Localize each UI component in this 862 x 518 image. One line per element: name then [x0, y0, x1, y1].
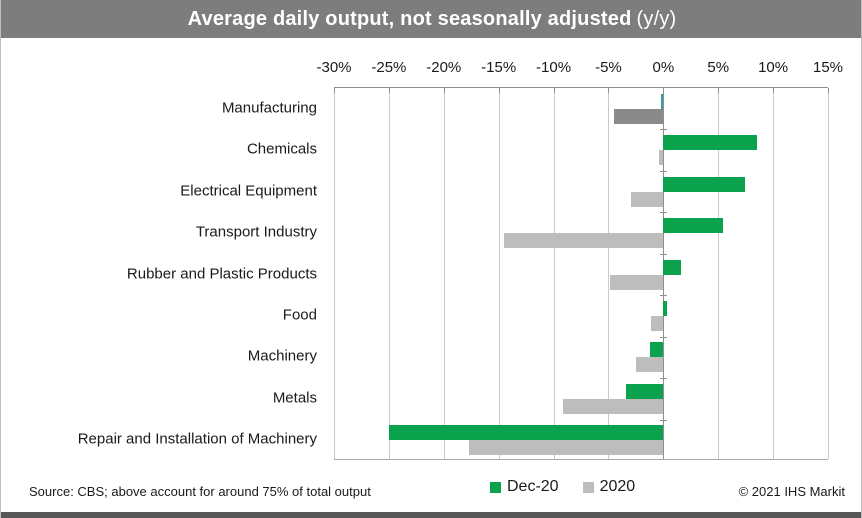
bar-dec20-repair-and-installation-of-machinery — [388, 425, 664, 441]
bar-dec20-food — [663, 300, 667, 316]
source-note: Source: CBS; above account for around 75… — [29, 484, 371, 499]
axis-tick — [498, 88, 500, 93]
bar-2020-food — [651, 315, 664, 331]
gridline — [443, 88, 445, 459]
chart-footer: Source: CBS; above account for around 75… — [1, 468, 861, 512]
category-label: Transport Industry — [195, 223, 317, 241]
category-label: Manufacturing — [221, 99, 317, 117]
x-tick-label: -25% — [371, 59, 407, 76]
bar-dec20-manufacturing — [661, 93, 664, 109]
axis-tick — [773, 88, 775, 93]
category-separator-tick — [660, 378, 668, 380]
gridline — [388, 88, 390, 459]
axis-tick — [388, 88, 390, 93]
gridline — [718, 88, 720, 459]
bar-dec20-chemicals — [663, 135, 757, 151]
chart-title-bar: Average daily output, not seasonally adj… — [1, 0, 861, 38]
category-label: Food — [282, 306, 317, 324]
legend-label-2020: 2020 — [599, 478, 636, 495]
axis-tick — [608, 88, 610, 93]
bar-2020-electrical-equipment — [631, 191, 664, 207]
category-label: Rubber and Plastic Products — [126, 265, 317, 282]
category-separator-tick — [660, 129, 668, 131]
chart-title-suffix: (y/y) — [636, 7, 677, 30]
bar-2020-repair-and-installation-of-machinery — [469, 440, 664, 456]
x-tick-label: 10% — [758, 59, 789, 76]
copyright-note: © 2021 IHS Markit — [738, 484, 845, 499]
legend-label-dec20: Dec-20 — [507, 478, 559, 495]
category-label: Chemicals — [246, 140, 317, 158]
category-separator-tick — [660, 212, 668, 214]
chart-title: Average daily output, not seasonally adj… — [187, 7, 632, 30]
x-tick-label: 15% — [812, 59, 844, 76]
legend-swatch-2020 — [582, 481, 594, 493]
legend: Dec-20 2020 — [490, 478, 659, 496]
axis-tick — [718, 88, 720, 93]
x-tick-label: -10% — [536, 59, 572, 76]
bar-2020-chemicals — [658, 150, 664, 166]
bar-dec20-metals — [626, 383, 664, 399]
bar-2020-rubber-and-plastic-products — [609, 274, 664, 290]
bar-2020-machinery — [635, 357, 664, 373]
legend-item-dec20: Dec-20 — [490, 478, 559, 496]
bar-dec20-electrical-equipment — [663, 176, 745, 192]
category-label: Machinery — [247, 347, 317, 365]
plot-area — [334, 87, 829, 460]
category-separator-tick — [660, 170, 668, 172]
gridline — [334, 88, 335, 459]
bar-dec20-transport-industry — [663, 218, 723, 234]
gridline — [608, 88, 610, 459]
category-separator-tick — [660, 419, 668, 421]
x-tick-label: -20% — [426, 59, 462, 76]
gridline — [553, 88, 555, 459]
axis-tick — [443, 88, 445, 93]
legend-swatch-dec20 — [490, 481, 501, 493]
gridline — [498, 88, 500, 459]
axis-tick — [828, 88, 829, 93]
axis-tick — [334, 88, 335, 93]
axis-tick — [663, 88, 665, 93]
x-tick-label: -15% — [481, 59, 517, 76]
x-tick-label: 0% — [652, 59, 675, 76]
bar-2020-metals — [563, 398, 664, 414]
category-separator-tick — [660, 295, 668, 297]
x-tick-label: 5% — [707, 59, 730, 76]
gridline — [828, 88, 829, 459]
x-tick-label: -5% — [595, 59, 622, 76]
x-tick-label: -30% — [316, 59, 352, 76]
category-separator-tick — [660, 336, 668, 338]
category-label: Metals — [272, 389, 317, 407]
gridline — [773, 88, 775, 459]
axis-tick — [553, 88, 555, 93]
category-label: Repair and Installation of Machinery — [77, 430, 317, 448]
bottom-border-strip — [1, 512, 861, 518]
category-separator-tick — [660, 253, 668, 255]
bar-dec20-rubber-and-plastic-products — [663, 259, 681, 275]
bar-dec20-machinery — [650, 342, 664, 358]
category-label: Electrical Equipment — [180, 182, 317, 200]
bar-2020-transport-industry — [504, 233, 664, 249]
legend-item-2020: 2020 — [582, 478, 636, 496]
bar-2020-manufacturing — [613, 108, 664, 124]
